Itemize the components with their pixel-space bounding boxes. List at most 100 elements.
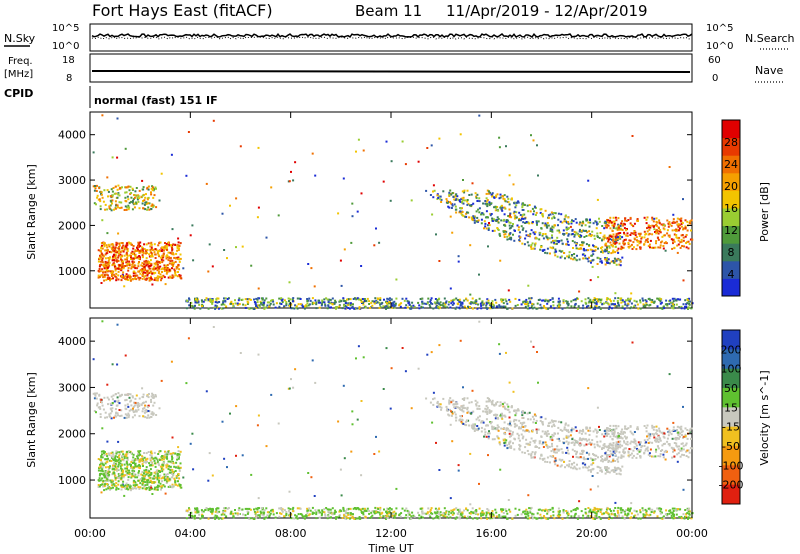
- power-point: [606, 246, 608, 249]
- velocity-point: [113, 458, 116, 461]
- velocity-point: [563, 426, 566, 429]
- power-point: [128, 206, 131, 209]
- power-point: [144, 271, 147, 274]
- velocity-point: [116, 469, 119, 472]
- power-point: [175, 252, 178, 255]
- velocity-point: [142, 415, 145, 418]
- power-point: [617, 303, 620, 306]
- power-point: [531, 222, 534, 225]
- velocity-point: [177, 480, 179, 483]
- power-point: [457, 260, 460, 263]
- velocity-point: [505, 439, 508, 442]
- power-point: [119, 251, 122, 253]
- power-point: [150, 253, 153, 256]
- power-point: [678, 227, 681, 230]
- power-point: [109, 195, 112, 198]
- power-point: [113, 208, 115, 211]
- power-point: [128, 201, 131, 204]
- power-point: [143, 260, 146, 263]
- velocity-point: [134, 484, 137, 487]
- power-point: [143, 199, 146, 202]
- velocity-point: [612, 450, 615, 453]
- power-point: [679, 224, 682, 227]
- velocity-point: [144, 416, 147, 419]
- power-point: [223, 249, 226, 251]
- velocity-point: [107, 466, 110, 468]
- power-point: [531, 221, 534, 223]
- velocity-point: [546, 456, 549, 459]
- power-point: [666, 219, 669, 222]
- power-point: [118, 201, 121, 204]
- velocity-point: [455, 419, 458, 422]
- power-point: [428, 304, 431, 306]
- velocity-point: [115, 468, 118, 471]
- power-point: [611, 224, 614, 227]
- power-point: [360, 301, 363, 303]
- power-point: [401, 297, 404, 300]
- velocity-point: [436, 400, 439, 403]
- power-point: [126, 263, 129, 265]
- power-point: [658, 219, 661, 222]
- power-point: [147, 188, 150, 191]
- power-point: [407, 302, 410, 304]
- power-point: [160, 172, 163, 175]
- velocity-point: [607, 467, 610, 470]
- power-point: [614, 304, 617, 307]
- power-point: [508, 221, 511, 224]
- velocity-point: [655, 440, 658, 443]
- velocity-point: [103, 452, 105, 455]
- velocity-point: [133, 401, 136, 404]
- power-point: [500, 219, 503, 222]
- power-point: [557, 241, 560, 244]
- power-point: [291, 307, 294, 310]
- power-point: [385, 140, 388, 143]
- power-point: [588, 244, 591, 247]
- power-point: [142, 188, 145, 191]
- velocity-point: [138, 479, 141, 482]
- power-point: [146, 198, 149, 201]
- power-point: [94, 185, 96, 187]
- velocity-point: [495, 403, 498, 406]
- power-point: [504, 207, 507, 210]
- power-point: [679, 246, 682, 249]
- velocity-point: [156, 459, 159, 462]
- power-point: [459, 303, 462, 306]
- power-point: [498, 232, 501, 235]
- velocity-point: [532, 440, 535, 442]
- power-point: [602, 238, 605, 241]
- power-point: [573, 256, 576, 259]
- velocity-point: [581, 449, 583, 452]
- power-point: [453, 298, 456, 301]
- power-point: [117, 270, 120, 273]
- power-point: [673, 246, 676, 249]
- power-point: [551, 230, 554, 233]
- velocity-point: [618, 472, 621, 475]
- power-point: [147, 242, 150, 245]
- power-point: [552, 304, 555, 307]
- power-point: [521, 215, 524, 218]
- velocity-point: [606, 433, 608, 436]
- power-point: [615, 232, 618, 235]
- power-point: [429, 300, 432, 303]
- power-point: [141, 251, 144, 254]
- velocity-point: [133, 475, 136, 478]
- power-point: [446, 202, 449, 204]
- power-point: [172, 275, 175, 278]
- velocity-point: [530, 452, 533, 455]
- power-point: [121, 275, 123, 277]
- power-point: [608, 246, 611, 249]
- velocity-point: [134, 397, 137, 400]
- power-point: [550, 241, 553, 244]
- velocity-point: [689, 428, 692, 431]
- power-point: [325, 297, 328, 300]
- power-point: [166, 255, 169, 258]
- power-point: [654, 231, 656, 233]
- power-point: [479, 302, 482, 305]
- power-point: [652, 225, 655, 228]
- power-point: [651, 218, 654, 221]
- power-point: [677, 224, 680, 227]
- power-point: [452, 302, 455, 305]
- power-point: [338, 300, 341, 303]
- power-point: [130, 267, 133, 270]
- velocity-point: [111, 407, 114, 410]
